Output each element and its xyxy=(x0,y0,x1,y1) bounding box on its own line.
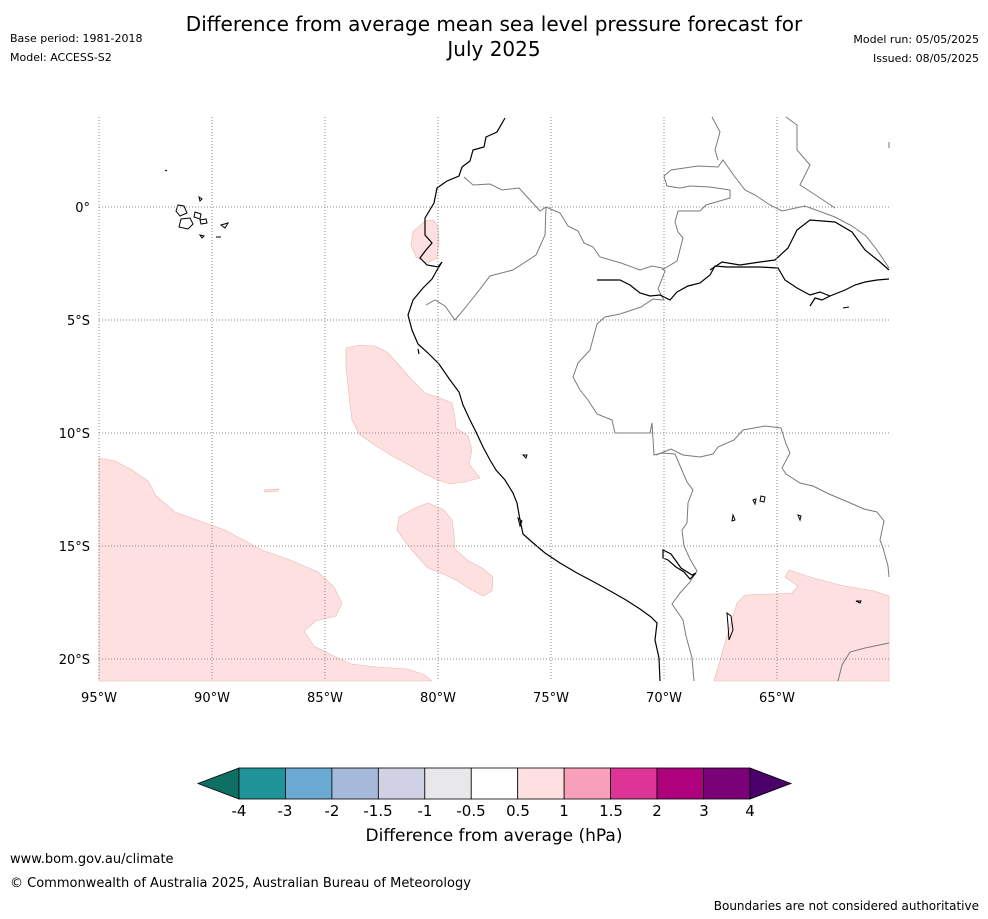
colorbar-bin xyxy=(656,767,704,800)
cbar-tick-label: -4 xyxy=(232,802,247,820)
lon-label-85w: 85°W xyxy=(307,691,343,706)
cbar-tick-label: 1.5 xyxy=(599,802,623,820)
base-period: Base period: 1981-2018 xyxy=(10,32,143,45)
colorbar-label: Difference from average (hPa) xyxy=(365,826,623,846)
cbar-tick-label: 3 xyxy=(699,802,709,820)
colorbar-bin xyxy=(424,767,472,800)
issued-date: Issued: 08/05/2025 xyxy=(872,52,979,65)
chart-title-line2: July 2025 xyxy=(447,37,541,61)
lon-label-90w: 90°W xyxy=(194,691,230,706)
cbar-tick-label: 2 xyxy=(652,802,662,820)
colorbar-bin xyxy=(563,767,612,800)
gridlines xyxy=(98,117,889,681)
lon-label-80w: 80°W xyxy=(420,691,456,706)
galapagos-islands xyxy=(164,169,230,239)
cbar-tick-label: -1 xyxy=(418,802,433,820)
lat-label-10s: 10°S xyxy=(59,427,90,442)
amazon-river-north xyxy=(709,219,890,271)
cbar-tick-label: -0.5 xyxy=(456,802,485,820)
copyright-notice: © Commonwealth of Australia 2025, Austra… xyxy=(10,876,471,891)
anomaly-region-south xyxy=(396,502,494,597)
colorbar xyxy=(196,767,793,800)
lat-label-15s: 15°S xyxy=(59,540,90,555)
lon-label-95w: 95°W xyxy=(81,691,117,706)
amazon-tributary xyxy=(809,295,831,307)
anomaly-regions xyxy=(98,219,890,682)
anomaly-region-equator xyxy=(410,219,440,264)
model-run-date: Model run: 05/05/2025 xyxy=(853,33,979,46)
colorbar-tick-labels: -4 -3 -2 -1.5 -1 -0.5 0.5 1 1.5 2 3 4 xyxy=(232,802,755,820)
coastline-mainland xyxy=(407,117,661,682)
lon-label-75w: 75°W xyxy=(533,691,569,706)
lat-label-5s: 5°S xyxy=(67,314,90,329)
lon-label-70w: 70°W xyxy=(646,691,682,706)
cbar-tick-label: -3 xyxy=(278,802,293,820)
cbar-tick-label: 0.5 xyxy=(506,802,530,820)
model-name: Model: ACCESS-S2 xyxy=(10,51,112,64)
country-borders xyxy=(425,116,890,682)
colorbar-bin xyxy=(285,767,333,800)
longitude-labels: 95°W 90°W 85°W 80°W 75°W 70°W 65°W xyxy=(81,691,795,706)
colorbar-extend-high xyxy=(749,767,793,800)
anomaly-speck xyxy=(263,488,280,493)
anomaly-region-west xyxy=(98,457,433,682)
colorbar-bin xyxy=(470,767,519,800)
chart-title: Difference from average mean sea level p… xyxy=(0,12,988,62)
boundary-disclaimer: Boundaries are not considered authoritat… xyxy=(713,899,979,913)
colorbar-bin xyxy=(377,767,426,800)
coastlines xyxy=(407,117,890,682)
lat-label-0: 0° xyxy=(75,201,90,216)
cbar-tick-label: -2 xyxy=(325,802,340,820)
lat-label-20s: 20°S xyxy=(59,653,90,668)
amazon-river xyxy=(597,265,890,301)
cbar-tick-label: 1 xyxy=(559,802,569,820)
lake-titicaca xyxy=(662,549,697,580)
chart-title-line1: Difference from average mean sea level p… xyxy=(185,12,803,36)
website-link[interactable]: www.bom.gov.au/climate xyxy=(10,852,174,867)
anomaly-region-inland xyxy=(713,569,890,682)
colorbar-bin xyxy=(238,767,286,800)
lon-label-65w: 65°W xyxy=(759,691,795,706)
colorbar-bin xyxy=(610,767,658,800)
colorbar-bin xyxy=(703,767,751,800)
colorbar-bin xyxy=(331,767,379,800)
anomaly-region-coastal xyxy=(345,344,481,485)
cbar-tick-label: 4 xyxy=(745,802,755,820)
cbar-tick-label: -1.5 xyxy=(363,802,392,820)
latitude-labels: 0° 5°S 10°S 15°S 20°S xyxy=(59,201,90,668)
colorbar-extend-low xyxy=(196,767,240,800)
colorbar-bin xyxy=(517,767,565,800)
small-features xyxy=(517,306,862,641)
